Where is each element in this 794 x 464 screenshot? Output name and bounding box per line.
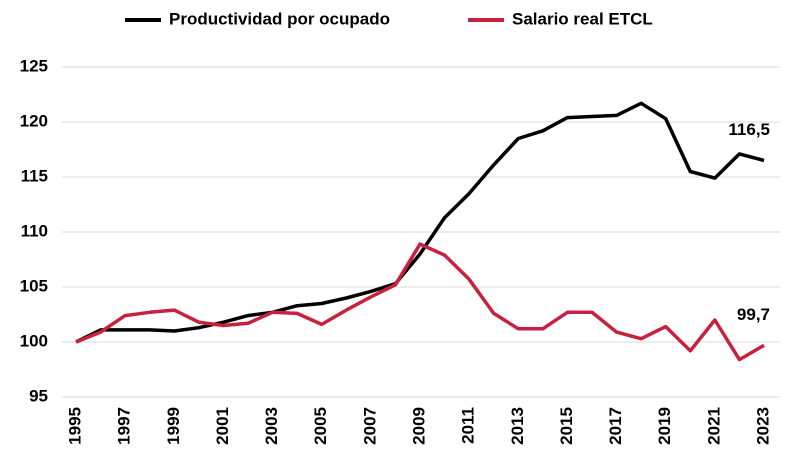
x-tick-label: 2005 [311,407,330,445]
x-tick-label: 2015 [557,407,576,445]
x-tick-label: 1997 [115,407,134,445]
y-tick-label: 120 [20,111,48,130]
y-tick-label: 125 [20,56,48,75]
x-tick-label: 1999 [164,407,183,445]
value-label: 99,7 [737,305,770,324]
x-tick-label: 2009 [409,407,428,445]
x-tick-label: 2001 [213,407,232,445]
y-tick-label: 105 [20,276,48,295]
x-tick-label: 2023 [753,407,772,445]
series-line [75,101,765,344]
x-tick-label: 2019 [655,407,674,445]
x-tick-label: 2007 [360,407,379,445]
series-line [75,242,765,362]
x-tick-label: 2021 [704,407,723,445]
legend-label: Productividad por ocupado [169,9,390,28]
y-tick-label: 100 [20,331,48,350]
x-tick-label: 1995 [65,407,84,445]
x-tick-label: 2013 [508,407,527,445]
y-tick-label: 110 [21,221,48,240]
y-tick-label: 95 [29,386,48,405]
x-tick-label: 2003 [262,407,281,445]
y-tick-label: 115 [21,166,48,185]
x-tick-label: 2017 [606,407,625,445]
value-label: 116,5 [728,120,770,139]
legend-label: Salario real ETCL [512,9,653,28]
x-tick-label: 2011 [459,407,478,444]
